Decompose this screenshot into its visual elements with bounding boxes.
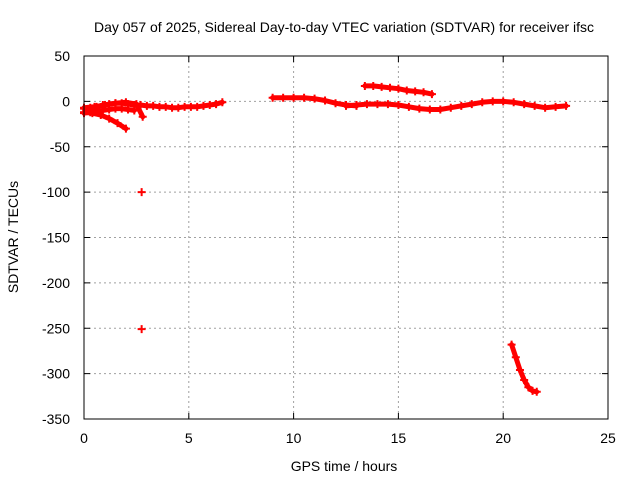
data-point [138,112,147,121]
data-point [268,93,277,102]
x-tick-label: 20 [495,430,511,446]
data-point [121,124,130,133]
data-point [524,383,533,392]
series-layer [80,81,571,396]
data-point [520,375,529,384]
y-tick-label: -250 [42,320,70,336]
data-point [515,365,524,374]
data-point [541,103,550,112]
x-tick-label: 0 [80,430,88,446]
data-point [467,100,476,109]
data-point [457,101,466,110]
chart-title: Day 057 of 2025, Sidereal Day-to-day VTE… [94,19,594,35]
y-tick-label: -350 [42,411,70,427]
data-point [511,353,520,362]
data-point [488,97,497,106]
data-point [427,90,436,99]
data-point [383,100,392,109]
data-point [509,98,518,107]
data-point [425,105,434,114]
data-point [362,100,371,109]
series-outliers [137,188,146,334]
data-point [532,387,541,396]
data-point [394,84,403,93]
y-tick-label: -100 [42,184,70,200]
series-trace [509,342,540,395]
data-point [218,98,227,107]
y-tick-label: 50 [54,48,70,64]
data-point [96,110,105,119]
data-point [377,82,386,91]
data-point [279,93,288,102]
data-point [331,99,340,108]
data-point [446,103,455,112]
data-point [394,101,403,110]
y-tick-label: -150 [42,230,70,246]
x-tick-label: 15 [391,430,407,446]
series-arc-c [80,108,130,133]
data-point [88,109,97,118]
data-point [436,105,445,114]
series-arc-h [507,340,541,396]
axis-ticks: 0 5 10 15 20 25 50 0 -50 -100 -150 -200 -250 -300 -350 [42,48,616,446]
data-point [289,93,298,102]
data-point [402,86,411,95]
data-point [478,98,487,107]
data-point [300,93,309,102]
data-point [137,325,146,334]
x-tick-label: 5 [185,430,193,446]
data-point [121,98,130,107]
data-point [111,99,120,108]
data-point [132,100,141,109]
data-point [352,101,361,110]
data-point [212,100,221,109]
x-tick-label: 25 [600,430,616,446]
data-point [562,101,571,110]
data-point [551,102,560,111]
data-point [373,100,382,109]
data-point [386,83,395,92]
series-arc-d [80,98,147,121]
grid [84,56,608,419]
data-point [360,81,369,90]
data-point [113,119,122,128]
y-tick-label: 0 [62,93,70,109]
x-tick-label: 10 [286,430,302,446]
data-point [100,101,109,110]
data-point [520,100,529,109]
data-point [419,88,428,97]
y-tick-label: -50 [50,139,70,155]
y-tick-label: -300 [42,366,70,382]
data-point [404,102,413,111]
y-axis-label: SDTVAR / TECUs [5,181,21,293]
data-point [105,114,114,123]
data-point [507,340,516,349]
x-axis-label: GPS time / hours [291,458,398,474]
data-point [499,97,508,106]
data-point [321,96,330,105]
data-point [411,87,420,96]
series-trace [81,109,129,132]
y-tick-label: -200 [42,275,70,291]
data-point [342,101,350,110]
series-trace [343,98,569,112]
data-point [415,104,424,113]
series-arc-g [360,81,436,99]
data-point [137,188,146,197]
data-point [369,81,378,90]
data-point [310,94,319,103]
series-arc-f [342,97,571,114]
data-point [530,101,539,110]
data-point [90,102,99,111]
